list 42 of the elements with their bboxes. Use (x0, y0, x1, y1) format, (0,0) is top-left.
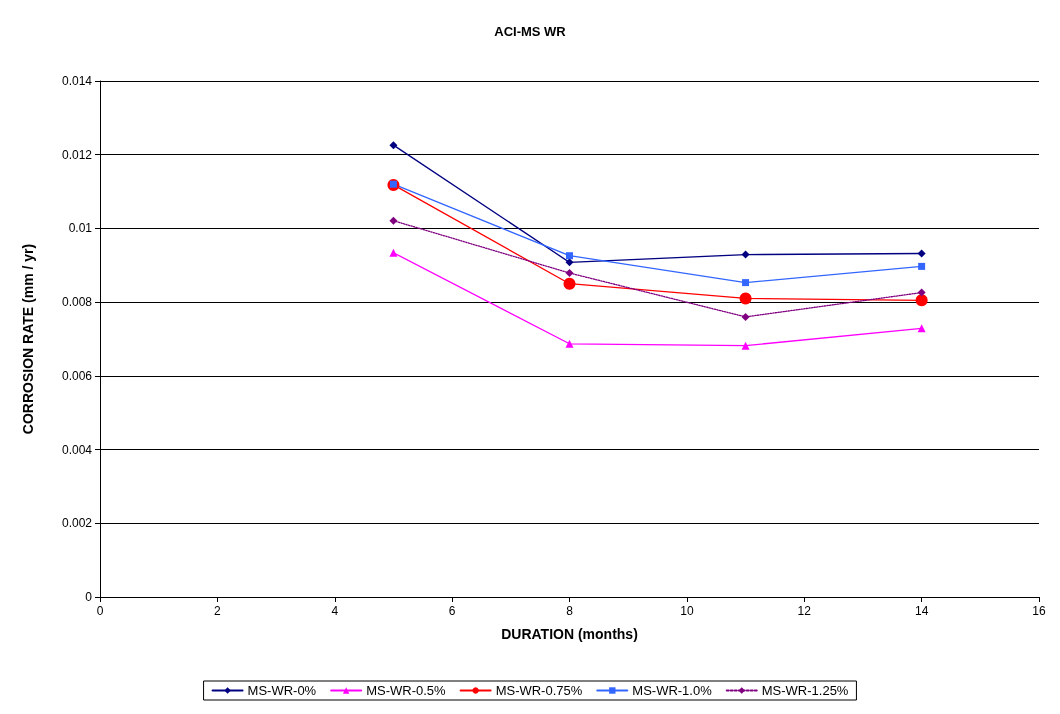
point (915, 294, 928, 307)
x-tick-label: 6 (448, 604, 456, 618)
point (741, 250, 750, 259)
point (917, 288, 926, 297)
x-tick-label: 8 (566, 604, 574, 618)
chart-title: ACI-MS WR (494, 24, 567, 39)
x-tick-label: 0 (96, 604, 104, 618)
point (741, 312, 750, 321)
x-tick-label: 16 (1032, 604, 1046, 618)
y-tick-label: 0.008 (61, 295, 93, 310)
y-tick-label: 0.004 (61, 442, 93, 457)
y-tick-label: 0.01 (68, 221, 93, 236)
point (563, 277, 576, 290)
point (566, 252, 573, 260)
legend-label: MS-WR-1.0% (632, 683, 713, 698)
point (389, 216, 398, 225)
point (741, 341, 750, 350)
y-tick-label: 0.006 (61, 368, 93, 383)
legend-label: MS-WR-1.25% (761, 683, 849, 698)
x-tick-label: 2 (214, 604, 222, 618)
point (918, 262, 926, 270)
y-tick-label: 0 (85, 590, 93, 604)
x-tick-label: 12 (797, 604, 812, 618)
point (917, 249, 926, 258)
point (389, 248, 398, 257)
x-tick-label: 10 (680, 604, 694, 618)
legend-label: MS-WR-0.75% (495, 683, 583, 698)
x-tick-label: 14 (914, 604, 929, 618)
y-tick-label: 0.002 (61, 516, 93, 531)
point (739, 292, 752, 305)
point (565, 269, 574, 278)
point (389, 141, 398, 150)
x-axis-title: DURATION (months) (501, 626, 638, 642)
point (565, 258, 574, 267)
legend-label: MS-WR-0% (247, 683, 317, 698)
point (565, 339, 574, 348)
point (742, 279, 750, 287)
legend-label: MS-WR-0.5% (366, 683, 447, 698)
y-tick-label: 0.014 (61, 74, 93, 88)
x-tick-label: 4 (331, 604, 339, 618)
y-axis-title: CORROSION RATE (mm / yr) (20, 243, 36, 435)
y-tick-label: 0.012 (61, 147, 93, 162)
